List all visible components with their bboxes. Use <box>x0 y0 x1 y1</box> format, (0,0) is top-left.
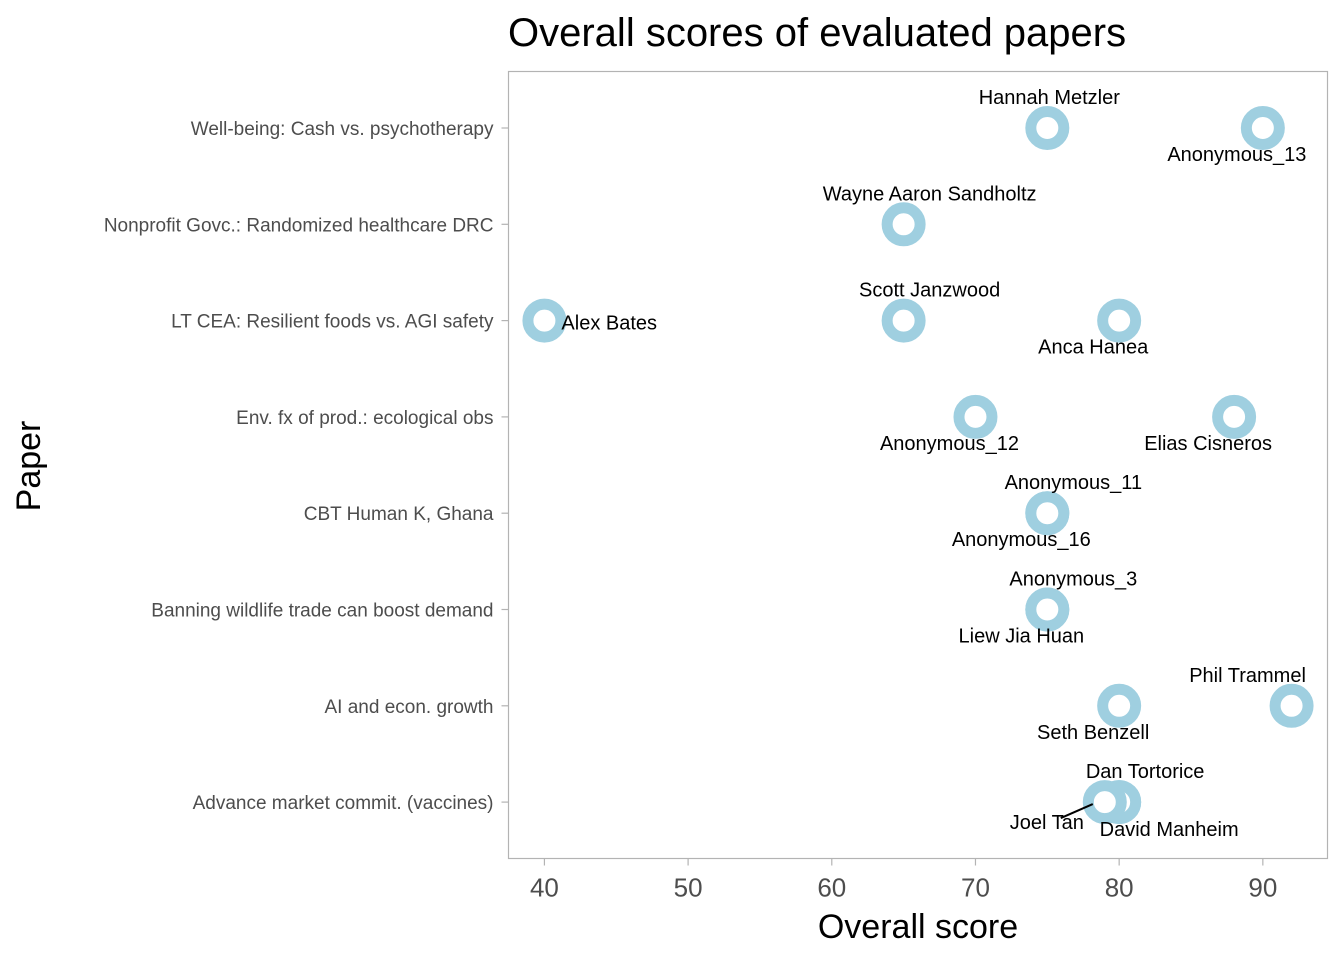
point-label: Anonymous_11 <box>1005 472 1143 494</box>
data-point <box>1025 106 1070 150</box>
y-tick-label: Well-being: Cash vs. psychotherapy <box>191 119 494 140</box>
x-tick-label: 60 <box>817 873 846 903</box>
data-point <box>1269 683 1314 728</box>
x-axis-title: Overall score <box>818 908 1018 946</box>
data-point <box>953 394 998 439</box>
x-tick-label: 90 <box>1248 873 1277 903</box>
point-label: Alex Bates <box>561 313 657 335</box>
y-tick-label: Env. fx of prod.: ecological obs <box>236 408 493 429</box>
data-point <box>1025 491 1070 536</box>
point-label: Anonymous_13 <box>1167 144 1306 166</box>
x-tick-label: 80 <box>1105 873 1134 903</box>
point-label: Anonymous_16 <box>952 529 1091 551</box>
point-label: Hannah Metzler <box>979 87 1121 109</box>
point-label: Scott Janzwood <box>859 280 1000 302</box>
point-label: Anca Hanea <box>1038 337 1149 359</box>
chart-title: Overall scores of evaluated papers <box>508 11 1126 55</box>
point-label: Wayne Aaron Sandholtz <box>823 183 1037 205</box>
data-point <box>522 298 567 343</box>
data-point <box>881 298 926 343</box>
point-labels: Hannah Metzler Anonymous_13 Wayne Aaron Sa… <box>561 87 1306 841</box>
point-label: Phil Trammel <box>1189 665 1306 687</box>
point-label: Anonymous_3 <box>1009 569 1137 591</box>
point-label: David Manheim <box>1100 819 1239 841</box>
point-label: Dan Tortorice <box>1086 761 1205 783</box>
x-tick-label: 70 <box>961 873 990 903</box>
x-tick-label: 40 <box>530 873 559 903</box>
data-point <box>1097 683 1142 728</box>
data-point <box>1097 298 1142 343</box>
y-tick-label: LT CEA: Resilient foods vs. AGI safety <box>171 312 494 333</box>
label-leader-line <box>1060 803 1094 820</box>
x-tick-label: 50 <box>674 873 703 903</box>
y-tick-label: Advance market commit. (vaccines) <box>193 793 494 814</box>
y-axis: Well-being: Cash vs. psychotherapy Nonpro… <box>104 119 509 814</box>
data-point <box>881 202 926 247</box>
data-point <box>1025 587 1070 632</box>
data-point <box>1082 780 1127 825</box>
point-label: Seth Benzell <box>1037 722 1149 744</box>
data-points <box>522 106 1314 825</box>
data-point <box>1240 106 1285 150</box>
y-tick-label: CBT Human K, Ghana <box>304 504 494 525</box>
data-point <box>1212 394 1257 439</box>
point-label: Joel Tan <box>1010 812 1084 834</box>
y-axis-title: Paper <box>10 421 48 512</box>
point-label: Elias Cisneros <box>1144 433 1272 455</box>
y-tick-label: Nonprofit Govc.: Randomized healthcare D… <box>104 215 494 236</box>
x-axis: 40 50 60 70 80 90 <box>530 858 1277 903</box>
plot-panel <box>507 70 1329 860</box>
y-tick-label: Banning wildlife trade can boost demand <box>151 601 493 622</box>
point-label: Liew Jia Huan <box>959 626 1085 648</box>
y-tick-label: AI and econ. growth <box>325 697 494 718</box>
point-label: Anonymous_12 <box>880 433 1019 455</box>
